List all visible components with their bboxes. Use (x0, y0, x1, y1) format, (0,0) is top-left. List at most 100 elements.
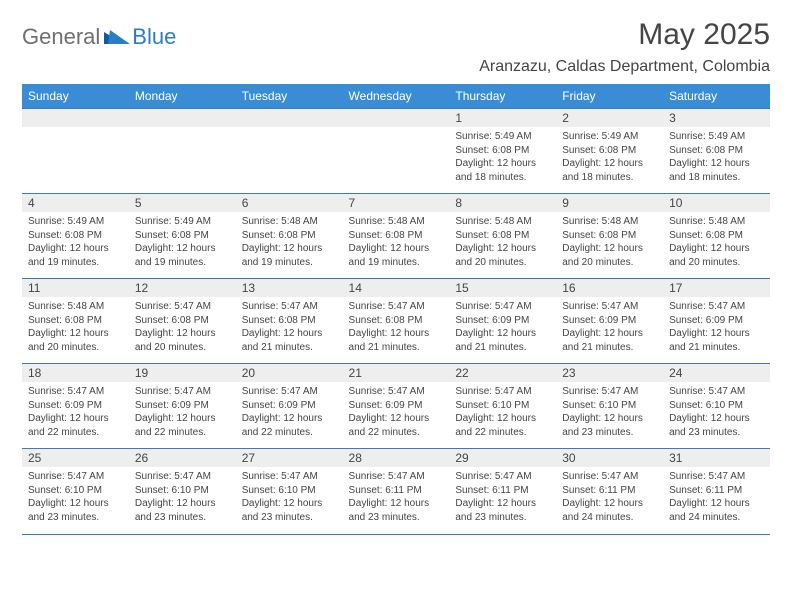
day-number: 14 (343, 279, 450, 297)
daylight-text: Daylight: 12 hours and 19 minutes. (349, 242, 444, 269)
calendar-page: General Blue May 2025 Aranzazu, Caldas D… (0, 0, 792, 612)
day-number: 18 (22, 364, 129, 382)
calendar-day-cell: 29Sunrise: 5:47 AMSunset: 6:11 PMDayligh… (449, 449, 556, 534)
day-details: Sunrise: 5:47 AMSunset: 6:09 PMDaylight:… (343, 382, 450, 442)
sunset-text: Sunset: 6:08 PM (349, 314, 444, 328)
sunrise-text: Sunrise: 5:47 AM (562, 385, 657, 399)
sunset-text: Sunset: 6:11 PM (349, 484, 444, 498)
calendar-day-cell: 9Sunrise: 5:48 AMSunset: 6:08 PMDaylight… (556, 194, 663, 279)
day-number (22, 109, 129, 127)
sunset-text: Sunset: 6:09 PM (242, 399, 337, 413)
sunrise-text: Sunrise: 5:47 AM (28, 470, 123, 484)
calendar-day-cell: 12Sunrise: 5:47 AMSunset: 6:08 PMDayligh… (129, 279, 236, 364)
sunrise-text: Sunrise: 5:47 AM (135, 300, 230, 314)
day-number (129, 109, 236, 127)
sunset-text: Sunset: 6:09 PM (562, 314, 657, 328)
calendar-day-cell: 22Sunrise: 5:47 AMSunset: 6:10 PMDayligh… (449, 364, 556, 449)
sunset-text: Sunset: 6:09 PM (135, 399, 230, 413)
calendar-body: 1Sunrise: 5:49 AMSunset: 6:08 PMDaylight… (22, 109, 770, 534)
day-details: Sunrise: 5:47 AMSunset: 6:10 PMDaylight:… (129, 467, 236, 527)
day-details: Sunrise: 5:47 AMSunset: 6:10 PMDaylight:… (556, 382, 663, 442)
calendar-week-row: 25Sunrise: 5:47 AMSunset: 6:10 PMDayligh… (22, 449, 770, 534)
sunset-text: Sunset: 6:10 PM (669, 399, 764, 413)
calendar-day-cell: 25Sunrise: 5:47 AMSunset: 6:10 PMDayligh… (22, 449, 129, 534)
day-number (236, 109, 343, 127)
day-details: Sunrise: 5:49 AMSunset: 6:08 PMDaylight:… (449, 127, 556, 187)
weekday-header: Sunday (22, 84, 129, 109)
day-number: 31 (663, 449, 770, 467)
daylight-text: Daylight: 12 hours and 22 minutes. (242, 412, 337, 439)
daylight-text: Daylight: 12 hours and 20 minutes. (135, 327, 230, 354)
sunset-text: Sunset: 6:10 PM (562, 399, 657, 413)
calendar-week-row: 18Sunrise: 5:47 AMSunset: 6:09 PMDayligh… (22, 364, 770, 449)
day-details (343, 127, 450, 181)
calendar-day-cell: 6Sunrise: 5:48 AMSunset: 6:08 PMDaylight… (236, 194, 343, 279)
day-details: Sunrise: 5:47 AMSunset: 6:11 PMDaylight:… (449, 467, 556, 527)
day-details: Sunrise: 5:47 AMSunset: 6:09 PMDaylight:… (556, 297, 663, 357)
calendar-day-cell: 4Sunrise: 5:49 AMSunset: 6:08 PMDaylight… (22, 194, 129, 279)
daylight-text: Daylight: 12 hours and 18 minutes. (455, 157, 550, 184)
sunrise-text: Sunrise: 5:49 AM (455, 130, 550, 144)
day-details: Sunrise: 5:47 AMSunset: 6:08 PMDaylight:… (343, 297, 450, 357)
sunset-text: Sunset: 6:08 PM (669, 229, 764, 243)
daylight-text: Daylight: 12 hours and 23 minutes. (349, 497, 444, 524)
calendar-day-cell: 3Sunrise: 5:49 AMSunset: 6:08 PMDaylight… (663, 109, 770, 194)
day-number: 30 (556, 449, 663, 467)
daylight-text: Daylight: 12 hours and 23 minutes. (135, 497, 230, 524)
day-number: 2 (556, 109, 663, 127)
sunset-text: Sunset: 6:10 PM (135, 484, 230, 498)
daylight-text: Daylight: 12 hours and 21 minutes. (669, 327, 764, 354)
brand-flag-icon (104, 26, 130, 49)
sunset-text: Sunset: 6:08 PM (349, 229, 444, 243)
sunset-text: Sunset: 6:08 PM (455, 144, 550, 158)
calendar-day-cell: 18Sunrise: 5:47 AMSunset: 6:09 PMDayligh… (22, 364, 129, 449)
calendar-week-row: 4Sunrise: 5:49 AMSunset: 6:08 PMDaylight… (22, 194, 770, 279)
calendar-table: SundayMondayTuesdayWednesdayThursdayFrid… (22, 84, 770, 534)
sunset-text: Sunset: 6:08 PM (135, 229, 230, 243)
calendar-day-cell (22, 109, 129, 194)
day-number: 23 (556, 364, 663, 382)
calendar-day-cell: 1Sunrise: 5:49 AMSunset: 6:08 PMDaylight… (449, 109, 556, 194)
sunset-text: Sunset: 6:08 PM (562, 144, 657, 158)
day-details: Sunrise: 5:47 AMSunset: 6:09 PMDaylight:… (129, 382, 236, 442)
day-details: Sunrise: 5:49 AMSunset: 6:08 PMDaylight:… (556, 127, 663, 187)
calendar-day-cell: 23Sunrise: 5:47 AMSunset: 6:10 PMDayligh… (556, 364, 663, 449)
day-number: 27 (236, 449, 343, 467)
calendar-day-cell (343, 109, 450, 194)
daylight-text: Daylight: 12 hours and 24 minutes. (669, 497, 764, 524)
calendar-day-cell: 14Sunrise: 5:47 AMSunset: 6:08 PMDayligh… (343, 279, 450, 364)
daylight-text: Daylight: 12 hours and 19 minutes. (135, 242, 230, 269)
day-number: 8 (449, 194, 556, 212)
day-details: Sunrise: 5:47 AMSunset: 6:10 PMDaylight:… (663, 382, 770, 442)
sunrise-text: Sunrise: 5:48 AM (669, 215, 764, 229)
day-details: Sunrise: 5:48 AMSunset: 6:08 PMDaylight:… (449, 212, 556, 272)
page-header: General Blue May 2025 Aranzazu, Caldas D… (22, 18, 770, 76)
calendar-day-cell: 27Sunrise: 5:47 AMSunset: 6:10 PMDayligh… (236, 449, 343, 534)
day-details (236, 127, 343, 181)
day-number: 24 (663, 364, 770, 382)
day-number: 12 (129, 279, 236, 297)
sunrise-text: Sunrise: 5:47 AM (135, 470, 230, 484)
sunrise-text: Sunrise: 5:48 AM (28, 300, 123, 314)
sunset-text: Sunset: 6:09 PM (349, 399, 444, 413)
sunset-text: Sunset: 6:10 PM (455, 399, 550, 413)
day-number (343, 109, 450, 127)
daylight-text: Daylight: 12 hours and 21 minutes. (562, 327, 657, 354)
sunset-text: Sunset: 6:09 PM (28, 399, 123, 413)
day-number: 10 (663, 194, 770, 212)
sunrise-text: Sunrise: 5:48 AM (242, 215, 337, 229)
sunrise-text: Sunrise: 5:47 AM (28, 385, 123, 399)
sunrise-text: Sunrise: 5:49 AM (28, 215, 123, 229)
daylight-text: Daylight: 12 hours and 20 minutes. (669, 242, 764, 269)
daylight-text: Daylight: 12 hours and 22 minutes. (135, 412, 230, 439)
day-number: 1 (449, 109, 556, 127)
day-number: 6 (236, 194, 343, 212)
sunrise-text: Sunrise: 5:47 AM (135, 385, 230, 399)
daylight-text: Daylight: 12 hours and 24 minutes. (562, 497, 657, 524)
weekday-header: Wednesday (343, 84, 450, 109)
sunrise-text: Sunrise: 5:47 AM (242, 300, 337, 314)
calendar-day-cell: 5Sunrise: 5:49 AMSunset: 6:08 PMDaylight… (129, 194, 236, 279)
day-details: Sunrise: 5:47 AMSunset: 6:10 PMDaylight:… (22, 467, 129, 527)
calendar-day-cell: 31Sunrise: 5:47 AMSunset: 6:11 PMDayligh… (663, 449, 770, 534)
day-number: 17 (663, 279, 770, 297)
